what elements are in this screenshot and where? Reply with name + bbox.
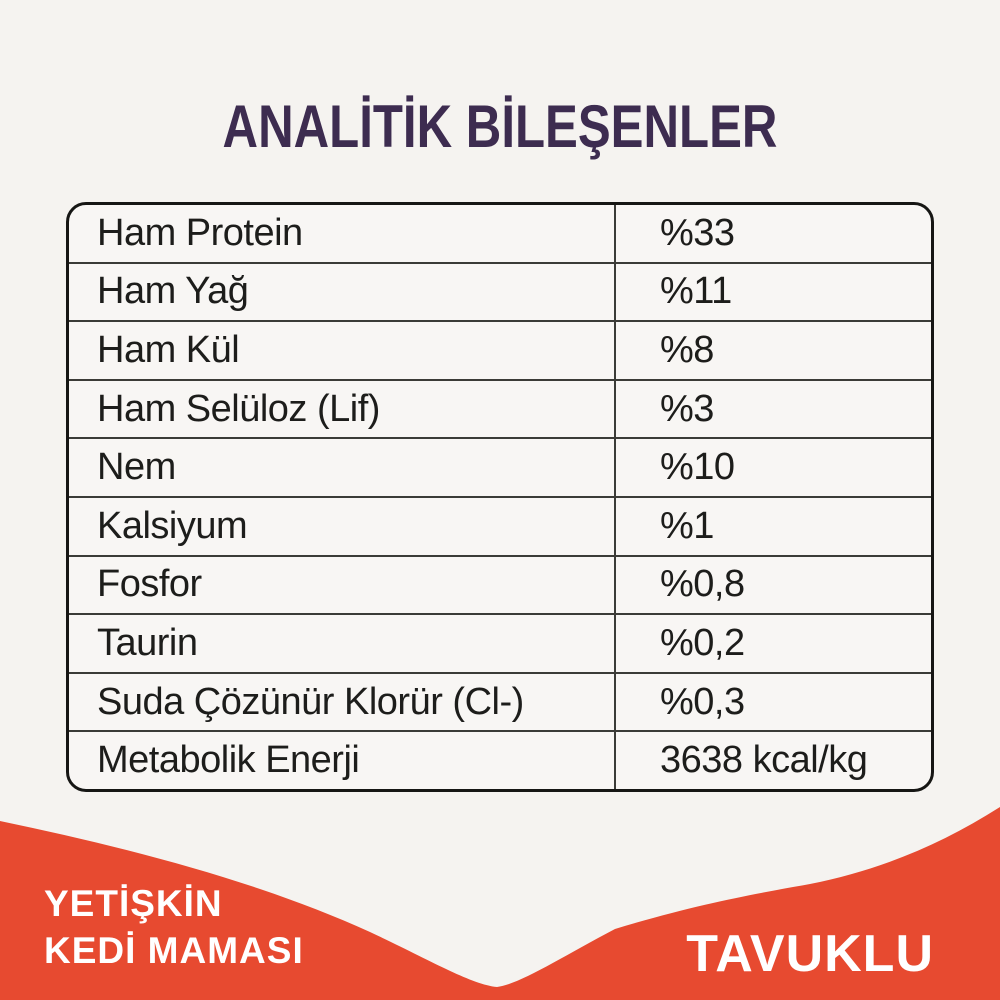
row-value: %0,3 xyxy=(660,680,745,723)
table-row: Ham Protein %33 xyxy=(69,205,931,264)
product-type-line2: KEDİ MAMASI xyxy=(44,930,304,971)
product-type-label: YETİŞKİN KEDİ MAMASI xyxy=(44,880,304,974)
row-label: Suda Çözünür Klorür (Cl-) xyxy=(69,673,616,731)
table-row: Metabolik Enerji 3638 kcal/kg xyxy=(69,732,931,789)
row-value: %11 xyxy=(660,270,732,313)
table-row: Kalsiyum %1 xyxy=(69,497,931,557)
row-label: Nem xyxy=(69,439,616,496)
row-label: Ham Kül xyxy=(69,322,616,379)
row-value: %33 xyxy=(660,211,735,254)
flavor-label: TAVUKLU xyxy=(686,925,934,983)
row-value: %1 xyxy=(660,504,714,547)
row-value: %0,2 xyxy=(660,621,745,664)
row-label: Ham Yağ xyxy=(69,263,616,321)
row-label: Ham Protein xyxy=(69,205,616,262)
table-row: Ham Selüloz (Lif) %3 xyxy=(69,380,931,440)
row-value: %10 xyxy=(660,446,735,489)
row-value: 3638 kcal/kg xyxy=(660,739,868,782)
product-type-line1: YETİŞKİN xyxy=(44,883,223,924)
page-title: ANALİTİK BİLEŞENLER xyxy=(222,93,778,160)
table-row: Nem %10 xyxy=(69,439,931,498)
table-row: Fosfor %0,8 xyxy=(69,556,931,616)
row-label: Fosfor xyxy=(69,556,616,614)
row-label: Metabolik Enerji xyxy=(69,732,616,789)
row-value: %3 xyxy=(660,387,714,430)
row-value: %0,8 xyxy=(660,563,745,606)
analytical-components-table: Ham Protein %33 Ham Yağ %11 Ham Kül %8 H… xyxy=(66,202,934,792)
table-row: Suda Çözünür Klorür (Cl-) %0,3 xyxy=(69,673,931,733)
table-row: Ham Yağ %11 xyxy=(69,263,931,323)
table-row: Ham Kül %8 xyxy=(69,322,931,381)
row-label: Ham Selüloz (Lif) xyxy=(69,380,616,438)
row-label: Taurin xyxy=(69,615,616,672)
row-value: %8 xyxy=(660,328,714,371)
table-row: Taurin %0,2 xyxy=(69,615,931,674)
footer-wave-shape xyxy=(0,807,1000,1000)
row-label: Kalsiyum xyxy=(69,497,616,555)
